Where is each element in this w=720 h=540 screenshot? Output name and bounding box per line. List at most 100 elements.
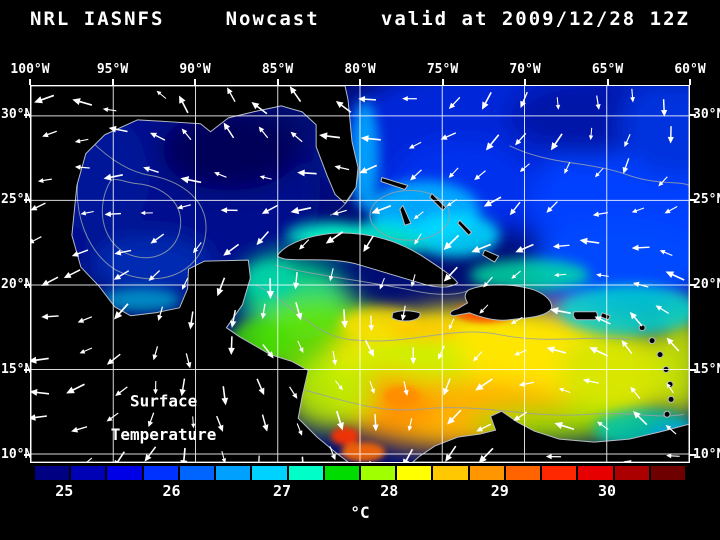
wind-vector xyxy=(289,386,298,399)
wind-vector xyxy=(221,386,229,406)
title-bar: NRL IASNFS Nowcast valid at 2009/12/28 1… xyxy=(30,8,690,30)
wind-vector xyxy=(510,316,523,325)
wind-vector xyxy=(113,270,130,280)
lat-tick-label-left: 15°N xyxy=(1,362,33,377)
wind-vector xyxy=(667,126,674,144)
wind-vector xyxy=(335,380,343,391)
wind-vector xyxy=(37,178,52,183)
lon-tick-label: 75°W xyxy=(426,62,459,77)
wind-vector xyxy=(41,313,59,320)
wind-vector xyxy=(221,451,227,462)
colorbar-tick-labels: 25 26 27 28 29 30 xyxy=(35,482,685,500)
wind-vector xyxy=(114,303,129,320)
colorbar-tick-label: 26 xyxy=(162,482,181,500)
wind-vector xyxy=(630,88,635,103)
wind-vector xyxy=(106,412,119,422)
colorbar-tick-label: 27 xyxy=(272,482,292,500)
lat-tick-mark-left xyxy=(24,454,30,456)
wind-vector xyxy=(261,414,269,432)
wind-vector xyxy=(192,242,202,254)
overlay-label-temperature: Temperature xyxy=(111,425,217,444)
wind-vector xyxy=(368,315,375,332)
wind-vector xyxy=(407,418,413,432)
wind-vector xyxy=(179,95,189,114)
wind-vector xyxy=(297,169,317,177)
lat-tick-label-left: 30°N xyxy=(1,107,33,122)
wind-vector xyxy=(445,445,457,462)
wind-vector xyxy=(545,453,562,460)
wind-vector xyxy=(564,162,571,174)
lat-tick-mark-right xyxy=(690,369,696,371)
wind-vector xyxy=(42,130,57,138)
lat-tick-label-right: 15°N xyxy=(693,362,720,377)
wind-vector xyxy=(152,346,159,361)
wind-vector xyxy=(666,453,680,459)
wind-vector xyxy=(622,158,630,174)
wind-vector xyxy=(513,411,528,421)
wind-vector xyxy=(223,122,235,139)
wind-vector xyxy=(72,98,93,106)
colorbar-tick-label: 29 xyxy=(490,482,509,500)
colorbar-segment xyxy=(542,466,577,480)
lat-tick-mark-left xyxy=(24,199,30,201)
lon-tick-mark xyxy=(359,79,361,85)
wind-vector xyxy=(290,131,303,143)
wind-vector xyxy=(185,353,192,369)
wind-vector xyxy=(156,90,167,99)
lon-tick-mark xyxy=(276,79,279,85)
wind-vector xyxy=(108,125,128,133)
lat-tick-label-right: 30°N xyxy=(693,107,720,122)
wind-vector xyxy=(550,307,571,315)
colorbar-segment xyxy=(71,466,106,480)
wind-vector xyxy=(631,207,645,213)
wind-vector xyxy=(80,210,94,216)
wind-vector xyxy=(191,416,196,429)
wind-vector xyxy=(369,381,375,394)
lon-tick-label: 100°W xyxy=(10,62,50,77)
lon-tick-label: 85°W xyxy=(261,62,294,77)
wind-vector xyxy=(658,176,668,187)
wind-vector xyxy=(296,423,303,436)
wind-vector xyxy=(31,389,50,396)
wind-vector xyxy=(41,276,59,286)
colorbar-segment xyxy=(216,466,251,480)
wind-vector xyxy=(624,134,631,148)
wind-vector xyxy=(216,415,224,432)
wind-vector xyxy=(358,96,377,103)
wind-vector xyxy=(325,231,344,244)
colorbar-segment xyxy=(433,466,468,480)
wind-vector xyxy=(632,281,649,288)
wind-vector xyxy=(443,266,458,282)
wind-vector xyxy=(228,336,235,355)
wind-vector xyxy=(481,91,492,110)
wind-vector xyxy=(509,201,521,216)
wind-vector xyxy=(592,211,608,217)
colorbar-segment xyxy=(360,466,396,480)
wind-vector xyxy=(595,95,601,110)
wind-vector xyxy=(257,455,260,462)
wind-vector xyxy=(448,167,459,179)
wind-vector xyxy=(297,340,304,353)
lat-tick-label-right: 25°N xyxy=(693,192,720,207)
colorbar-segment xyxy=(469,466,504,480)
wind-vector xyxy=(77,316,93,323)
wind-vector xyxy=(74,164,90,170)
wind-vector xyxy=(359,164,378,174)
wind-vector xyxy=(550,133,563,151)
colorbar-segment xyxy=(35,466,70,480)
wind-vector xyxy=(546,346,567,354)
colorbar-tick-label: 25 xyxy=(55,482,74,500)
wind-vector xyxy=(659,250,673,257)
lon-tick-mark xyxy=(606,79,609,85)
wind-vector xyxy=(518,381,535,387)
colorbar xyxy=(35,466,685,480)
wind-vector xyxy=(630,386,641,400)
wind-vector xyxy=(364,340,374,357)
wind-vector xyxy=(153,380,158,395)
wind-vector xyxy=(332,351,338,366)
wind-vector xyxy=(552,243,570,250)
wind-vector xyxy=(597,421,609,430)
wind-vector xyxy=(515,132,527,146)
wind-vector xyxy=(301,456,305,462)
